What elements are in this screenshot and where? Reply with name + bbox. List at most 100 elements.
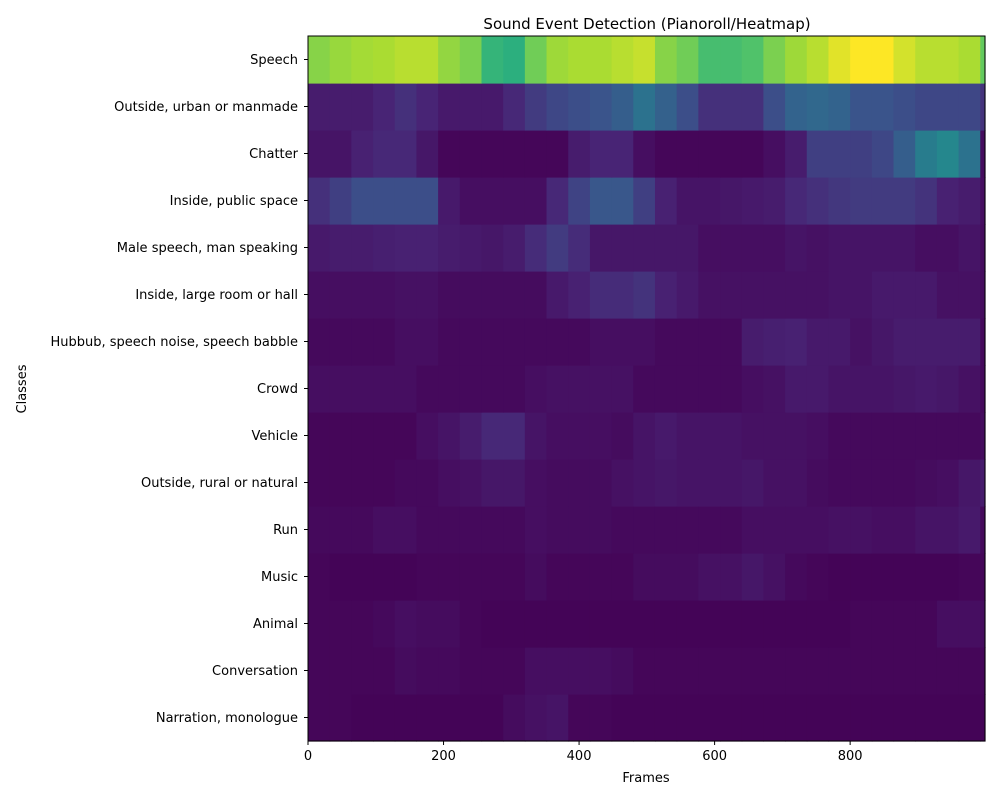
heatmap-cell bbox=[698, 83, 721, 131]
heatmap-cell bbox=[308, 506, 331, 554]
heatmap-cell bbox=[806, 365, 830, 413]
heatmap-cell bbox=[936, 365, 960, 413]
heatmap-cell bbox=[351, 224, 374, 272]
heatmap-cell bbox=[394, 365, 418, 413]
heatmap-cell bbox=[806, 130, 830, 178]
heatmap-cell bbox=[763, 318, 786, 366]
heatmap-cell bbox=[373, 647, 396, 695]
y-axis-label: Classes bbox=[15, 364, 30, 413]
heatmap-cell bbox=[373, 694, 396, 742]
heatmap-cell bbox=[698, 553, 721, 601]
heatmap-cell bbox=[915, 224, 938, 272]
heatmap-cell bbox=[720, 365, 743, 413]
heatmap-cell bbox=[351, 177, 374, 225]
heatmap-cell bbox=[980, 224, 986, 272]
heatmap-cell bbox=[459, 224, 483, 272]
heatmap-cell bbox=[308, 318, 331, 366]
heatmap-cell bbox=[676, 506, 699, 554]
heatmap-cell bbox=[416, 506, 439, 554]
heatmap-cell bbox=[611, 224, 634, 272]
y-tick-label: Speech bbox=[250, 53, 298, 68]
heatmap-cell bbox=[850, 553, 873, 601]
heatmap-cell bbox=[329, 365, 352, 413]
heatmap-cell bbox=[438, 271, 461, 319]
heatmap-cell bbox=[893, 318, 916, 366]
heatmap-cell bbox=[676, 365, 699, 413]
heatmap-cell bbox=[308, 130, 331, 178]
heatmap-cell bbox=[871, 412, 895, 460]
heatmap-cell bbox=[785, 271, 808, 319]
heatmap-cell bbox=[785, 459, 808, 507]
heatmap-cell bbox=[394, 694, 418, 742]
heatmap-cell bbox=[850, 647, 873, 695]
heatmap-cell bbox=[763, 553, 786, 601]
heatmap-cell bbox=[351, 647, 374, 695]
heatmap-cell bbox=[654, 412, 678, 460]
heatmap-cell bbox=[676, 83, 699, 131]
heatmap-cell bbox=[785, 506, 808, 554]
heatmap-cell bbox=[893, 600, 916, 648]
heatmap-cell bbox=[568, 694, 591, 742]
heatmap-cell bbox=[329, 224, 352, 272]
heatmap-cell bbox=[893, 412, 916, 460]
heatmap-cell bbox=[438, 647, 461, 695]
heatmap-cell bbox=[524, 36, 548, 84]
heatmap-cell bbox=[568, 506, 591, 554]
heatmap-cell bbox=[676, 459, 699, 507]
heatmap-cell bbox=[611, 318, 634, 366]
heatmap-cell bbox=[828, 506, 851, 554]
heatmap-cell bbox=[698, 365, 721, 413]
heatmap-cell bbox=[850, 177, 873, 225]
heatmap-cell bbox=[503, 36, 526, 84]
heatmap-cell bbox=[676, 177, 699, 225]
heatmap-cell bbox=[915, 506, 938, 554]
heatmap-cell bbox=[611, 694, 634, 742]
heatmap-cell bbox=[698, 318, 721, 366]
heatmap-cell bbox=[373, 459, 396, 507]
heatmap-cell bbox=[980, 36, 986, 84]
heatmap-cell bbox=[720, 600, 743, 648]
heatmap-cell bbox=[980, 271, 986, 319]
heatmap-cell bbox=[828, 600, 851, 648]
heatmap-cell bbox=[503, 412, 526, 460]
heatmap-cell bbox=[633, 600, 656, 648]
heatmap-cell bbox=[785, 694, 808, 742]
heatmap-cell bbox=[806, 36, 830, 84]
heatmap-cell bbox=[915, 365, 938, 413]
heatmap-cell bbox=[524, 83, 548, 131]
heatmap-cell bbox=[633, 177, 656, 225]
heatmap-cell bbox=[546, 224, 569, 272]
heatmap-cell bbox=[394, 177, 418, 225]
heatmap-cell bbox=[481, 694, 504, 742]
heatmap-cell bbox=[806, 83, 830, 131]
heatmap-cell bbox=[568, 459, 591, 507]
heatmap-cell bbox=[958, 506, 981, 554]
heatmap-cell bbox=[936, 694, 960, 742]
heatmap-cell bbox=[308, 600, 331, 648]
heatmap-cell bbox=[503, 647, 526, 695]
heatmap-cell bbox=[871, 271, 895, 319]
heatmap-cell bbox=[741, 647, 764, 695]
heatmap-cell bbox=[524, 459, 548, 507]
heatmap-cell bbox=[871, 694, 895, 742]
heatmap-cell bbox=[589, 177, 613, 225]
heatmap-cell bbox=[936, 83, 960, 131]
heatmap-cell bbox=[763, 130, 786, 178]
heatmap-cell bbox=[459, 694, 483, 742]
x-tick-label: 0 bbox=[304, 749, 312, 764]
heatmap-cell bbox=[871, 600, 895, 648]
heatmap-cell bbox=[546, 271, 569, 319]
y-axis: Narration, monologue Conversation Animal Mu… bbox=[50, 53, 308, 726]
heatmap-cell bbox=[351, 365, 374, 413]
heatmap-cell bbox=[416, 553, 439, 601]
heatmap-cell bbox=[611, 271, 634, 319]
heatmap-cell bbox=[481, 271, 504, 319]
heatmap-cell bbox=[676, 36, 699, 84]
heatmap-cell bbox=[373, 224, 396, 272]
heatmap-cell bbox=[741, 271, 764, 319]
heatmap-cell bbox=[546, 459, 569, 507]
heatmap-cell bbox=[828, 553, 851, 601]
heatmap-cell bbox=[394, 271, 418, 319]
heatmap-cell bbox=[589, 271, 613, 319]
heatmap-cell bbox=[871, 36, 895, 84]
